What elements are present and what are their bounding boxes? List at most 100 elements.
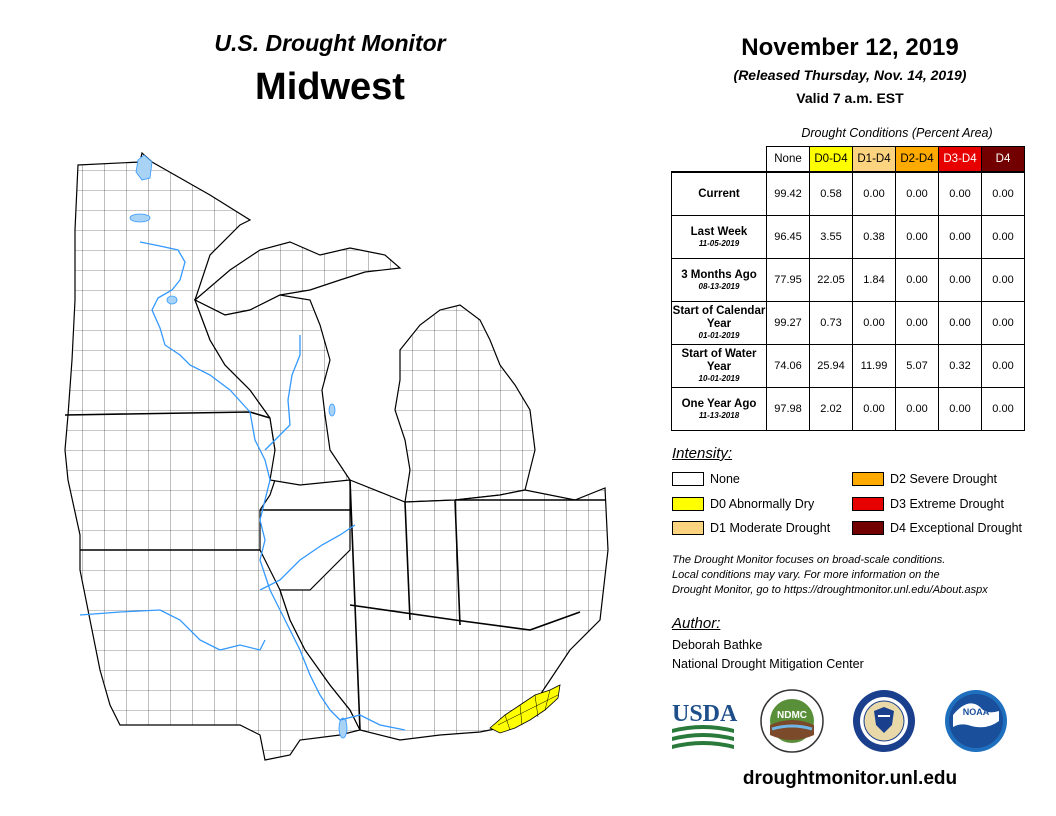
ndmc-logo: NDMC bbox=[760, 689, 824, 753]
website-url[interactable]: droughtmonitor.unl.edu bbox=[742, 768, 958, 789]
table-cell: 22.05 bbox=[809, 258, 853, 302]
table-row: One Year Ago 11-13-2018 97.98 2.02 0.00 0.00 0… bbox=[671, 387, 1025, 431]
table-cell: 0.00 bbox=[981, 215, 1025, 259]
table-cell: 0.00 bbox=[938, 301, 982, 345]
illinois-river bbox=[259, 524, 356, 591]
legend-item: D2 Severe Drought bbox=[852, 472, 997, 486]
noaa-logo: NOAA bbox=[945, 690, 1007, 752]
legend-swatch bbox=[672, 521, 704, 535]
row-label-text: Start of Calendar Year bbox=[672, 305, 766, 330]
table-cell: 0.00 bbox=[895, 171, 939, 216]
legend-swatch bbox=[672, 497, 704, 511]
note-line-2: Local conditions may vary. For more info… bbox=[672, 569, 940, 581]
legend-label: None bbox=[710, 472, 740, 486]
legend-label: D0 Abnormally Dry bbox=[710, 497, 815, 511]
ndmc-logo-text: NDMC bbox=[777, 710, 807, 721]
kentucky-lake bbox=[338, 717, 348, 739]
row-label: Start of Water Year 10-01-2019 bbox=[671, 344, 767, 388]
partner-logos: USDA NDMC NOAA bbox=[672, 689, 1007, 753]
column-header: D3-D4 bbox=[938, 146, 982, 173]
noaa-logo-text: NOAA bbox=[963, 707, 990, 717]
d0-abnormally-dry-area bbox=[489, 684, 561, 734]
valid-time: Valid 7 a.m. EST bbox=[796, 90, 904, 106]
author-name: Deborah Bathke bbox=[672, 638, 763, 652]
row-label: One Year Ago 11-13-2018 bbox=[671, 387, 767, 431]
table-cell: 99.42 bbox=[766, 171, 810, 216]
row-label-date: 11-13-2018 bbox=[698, 410, 740, 420]
army-corps-logo bbox=[853, 690, 915, 752]
table-cell: 0.00 bbox=[895, 258, 939, 302]
legend-label: D3 Extreme Drought bbox=[890, 497, 1004, 511]
table-cell: 0.00 bbox=[981, 344, 1025, 388]
table-cell: 0.00 bbox=[938, 258, 982, 302]
table-cell: 97.98 bbox=[766, 387, 810, 431]
legend-item: None bbox=[672, 472, 740, 486]
state-boundaries bbox=[64, 411, 605, 731]
table-cell: 0.00 bbox=[938, 387, 982, 431]
table-header-row: None D0-D4 D1-D4 D2-D4 D3-D4 D4 bbox=[672, 146, 1025, 173]
legend-swatch bbox=[672, 472, 704, 486]
column-header: D4 bbox=[981, 146, 1025, 173]
mille-lacs bbox=[166, 295, 178, 305]
county-boundaries bbox=[65, 153, 608, 760]
table-cell: 11.99 bbox=[852, 344, 896, 388]
table-cell: 96.45 bbox=[766, 215, 810, 259]
mississippi-river bbox=[139, 241, 331, 711]
lake-of-the-woods bbox=[135, 154, 153, 181]
row-label: Current bbox=[671, 171, 767, 216]
lakes bbox=[129, 154, 348, 739]
usda-logo-text: USDA bbox=[672, 701, 738, 727]
d0-county-lines bbox=[497, 689, 559, 731]
table-cell: 5.07 bbox=[895, 344, 939, 388]
note-line-3: Drought Monitor, go to https://droughtmo… bbox=[672, 584, 988, 596]
table-caption: Drought Conditions (Percent Area) bbox=[801, 126, 993, 140]
usda-logo: USDA bbox=[672, 701, 738, 749]
table-cell: 0.00 bbox=[852, 387, 896, 431]
release-date: (Released Thursday, Nov. 14, 2019) bbox=[733, 67, 967, 83]
table-cell: 0.32 bbox=[938, 344, 982, 388]
wisconsin-river bbox=[264, 335, 301, 451]
table-cell: 0.58 bbox=[809, 171, 853, 216]
column-header: D2-D4 bbox=[895, 146, 939, 173]
ohio-river bbox=[329, 709, 406, 731]
midwest-drought-map bbox=[64, 151, 609, 761]
table-cell: 25.94 bbox=[809, 344, 853, 388]
column-header: None bbox=[766, 146, 810, 173]
legend-item: D0 Abnormally Dry bbox=[672, 497, 814, 511]
row-label-text: Start of Water Year bbox=[681, 348, 757, 373]
table-cell: 0.00 bbox=[895, 301, 939, 345]
table-cell: 0.00 bbox=[981, 171, 1025, 216]
row-label: Start of Calendar Year 01-01-2019 bbox=[671, 301, 767, 345]
row-label: Last Week 11-05-2019 bbox=[671, 215, 767, 259]
table-row: Start of Calendar Year 01-01-2019 99.27 0.7… bbox=[671, 301, 1025, 345]
table-cell: 74.06 bbox=[766, 344, 810, 388]
missouri-river bbox=[79, 609, 266, 651]
row-label-text: One Year Ago bbox=[681, 397, 757, 410]
table-row: 3 Months Ago 08-13-2019 77.95 22.05 1.84 0.00… bbox=[671, 258, 1025, 302]
row-label-text: 3 Months Ago bbox=[681, 268, 757, 281]
column-header: D1-D4 bbox=[852, 146, 896, 173]
map-title: U.S. Drought Monitor bbox=[214, 30, 446, 56]
table-cell: 0.00 bbox=[981, 387, 1025, 431]
table-row: Start of Water Year 10-01-2019 74.06 25.94 1… bbox=[671, 344, 1025, 388]
table-cell: 0.00 bbox=[938, 215, 982, 259]
table-cell: 2.02 bbox=[809, 387, 853, 431]
table-row: Current 99.42 0.58 0.00 0.00 0.00 0.00 bbox=[671, 171, 1025, 216]
table-cell: 0.73 bbox=[809, 301, 853, 345]
author-organization: National Drought Mitigation Center bbox=[672, 657, 864, 671]
table-cell: 0.00 bbox=[981, 301, 1025, 345]
note-line-1: The Drought Monitor focuses on broad-sca… bbox=[672, 554, 946, 566]
row-label-text: Last Week bbox=[690, 225, 748, 238]
table-cell: 0.00 bbox=[938, 171, 982, 216]
lake-winnebago bbox=[328, 403, 336, 417]
legend-item: D3 Extreme Drought bbox=[852, 497, 1004, 511]
legend-swatch bbox=[852, 497, 884, 511]
table-cell: 0.38 bbox=[852, 215, 896, 259]
legend-swatch bbox=[852, 521, 884, 535]
map-region: Midwest bbox=[255, 66, 405, 108]
table-cell: 0.00 bbox=[895, 215, 939, 259]
table-cell: 0.00 bbox=[981, 258, 1025, 302]
rivers bbox=[79, 241, 406, 731]
table-cell: 77.95 bbox=[766, 258, 810, 302]
row-label-date: 10-01-2019 bbox=[698, 374, 740, 383]
